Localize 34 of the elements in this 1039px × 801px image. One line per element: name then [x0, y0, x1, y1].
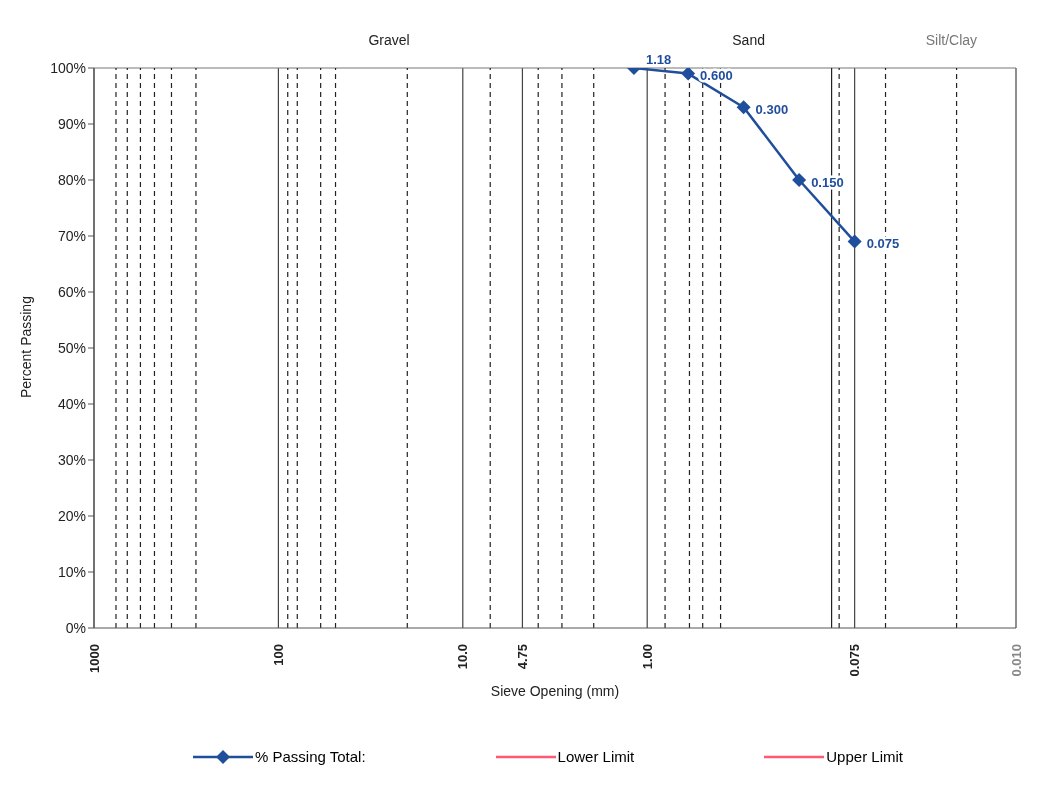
y-tick-label: 0% [65, 619, 86, 636]
y-tick-label: 100% [50, 59, 86, 76]
x-tick-label: 0.010 [1008, 644, 1024, 677]
y-tick-label: 10% [57, 563, 86, 580]
text: Gravel [368, 32, 410, 48]
legend-label: Lower Limit [557, 748, 635, 765]
y-tick-label: 40% [57, 395, 86, 412]
y-tick-label: 80% [57, 171, 86, 188]
y-tick-label: 20% [57, 507, 86, 524]
point [681, 68, 696, 81]
x-tick-label: 10.0 [455, 644, 471, 670]
annotation: 1.18 [645, 51, 672, 67]
y-tick-label: 50% [57, 339, 86, 356]
y-tick-label: 30% [57, 451, 86, 468]
y-tick-label: 90% [57, 115, 86, 132]
annotation: 0.300 [755, 101, 789, 117]
y-axis-title: Percent Passing [17, 296, 34, 398]
x-tick-label: 4.75 [514, 644, 530, 670]
point [736, 100, 751, 115]
x-tick-label: 1.00 [639, 644, 655, 670]
legend-label: % Passing Total: [254, 748, 366, 765]
text: Sand [732, 32, 765, 48]
x-tick-label: 100 [270, 644, 286, 666]
y-tick-label: 60% [57, 283, 86, 300]
point [847, 234, 862, 249]
legend-label: Upper Limit [826, 748, 903, 765]
x-tick-label: 0.075 [847, 644, 863, 677]
x-tick-label: 1000 [86, 644, 102, 673]
annotation: 0.600 [700, 68, 733, 84]
x-axis-title: Sieve Opening (mm) [490, 683, 620, 699]
text: Silt/Clay [925, 32, 978, 48]
point [792, 173, 807, 187]
y-tick-label: 70% [57, 227, 86, 244]
annotation: 0.075 [866, 236, 900, 252]
